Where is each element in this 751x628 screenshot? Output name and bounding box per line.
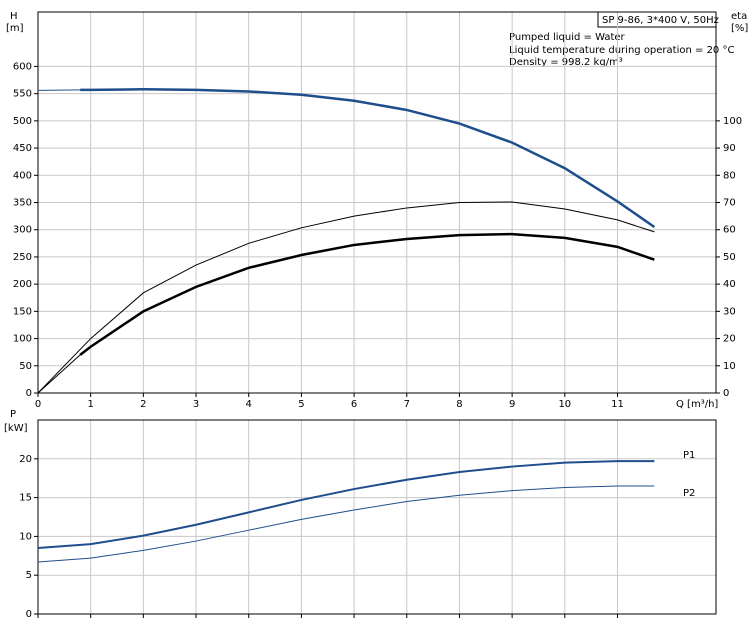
x-tick-label: 9: [509, 399, 515, 410]
curve: [37, 460, 655, 550]
curve: [37, 89, 81, 91]
y-tick-label: 20: [19, 454, 32, 465]
curve: [79, 232, 655, 356]
y2-tick-label: 60: [723, 225, 736, 236]
y-tick-label: 450: [13, 143, 32, 154]
plot-frame: [37, 419, 717, 615]
y2-tick-label: 50: [723, 252, 736, 263]
y-tick-label: 150: [13, 306, 32, 317]
x-tick-label: 6: [351, 399, 357, 410]
y2-label: eta: [731, 11, 747, 22]
x-label: Q [m³/h]: [676, 399, 718, 410]
y2-tick-label: 100: [723, 116, 742, 127]
y2-unit: [%]: [731, 23, 748, 34]
y-unit: [m]: [6, 23, 24, 34]
y2-tick-label: 0: [723, 388, 729, 399]
x-tick-label: 10: [558, 399, 571, 410]
series-label: P2: [683, 488, 695, 499]
curve: [37, 485, 655, 563]
x-tick-label: 7: [404, 399, 410, 410]
annotation: Liquid temperature during operation = 20…: [509, 45, 734, 56]
y-tick-label: 550: [13, 89, 32, 100]
plot-frame: [37, 11, 717, 394]
box-title: SP 9-86, 3*400 V, 50Hz: [602, 15, 719, 26]
y-tick-label: 600: [13, 61, 32, 72]
y-label: P: [10, 409, 16, 420]
x-tick-label: 1: [87, 399, 93, 410]
y-tick-label: 500: [13, 116, 32, 127]
x-tick-label: 4: [246, 399, 252, 410]
y-tick-label: 50: [19, 361, 32, 372]
x-tick-label: 5: [298, 399, 304, 410]
y2-tick-label: 30: [723, 306, 736, 317]
y-tick-label: 15: [19, 493, 32, 504]
y-tick-label: 100: [13, 334, 32, 345]
y2-tick-label: 80: [723, 170, 736, 181]
y-tick-label: 0: [26, 388, 32, 399]
y2-tick-label: 90: [723, 143, 736, 154]
y2-tick-label: 10: [723, 361, 736, 372]
y-tick-label: 10: [19, 531, 32, 542]
y-tick-label: 400: [13, 170, 32, 181]
curve: [80, 88, 656, 229]
y-tick-label: 350: [13, 198, 32, 209]
x-tick-label: 3: [193, 399, 199, 410]
y-tick-label: 200: [13, 279, 32, 290]
y2-tick-label: 70: [723, 198, 736, 209]
x-tick-label: 0: [35, 399, 41, 410]
y-label: H: [10, 11, 18, 22]
y-tick-label: 300: [13, 225, 32, 236]
y2-tick-label: 20: [723, 334, 736, 345]
x-tick-label: 8: [456, 399, 462, 410]
y-tick-label: 5: [26, 570, 32, 581]
x-tick-label: 11: [611, 399, 624, 410]
curve: [37, 201, 655, 394]
x-tick-label: 2: [140, 399, 146, 410]
y-unit: [kW]: [4, 423, 28, 434]
y-tick-label: 250: [13, 252, 32, 263]
annotation: Pumped liquid = Water: [509, 32, 626, 43]
annotation: Density = 998.2 kg/m³: [509, 57, 623, 68]
series-label: P1: [683, 450, 695, 461]
curve: [37, 354, 81, 394]
y2-tick-label: 40: [723, 279, 736, 290]
y-tick-label: 0: [26, 609, 32, 620]
